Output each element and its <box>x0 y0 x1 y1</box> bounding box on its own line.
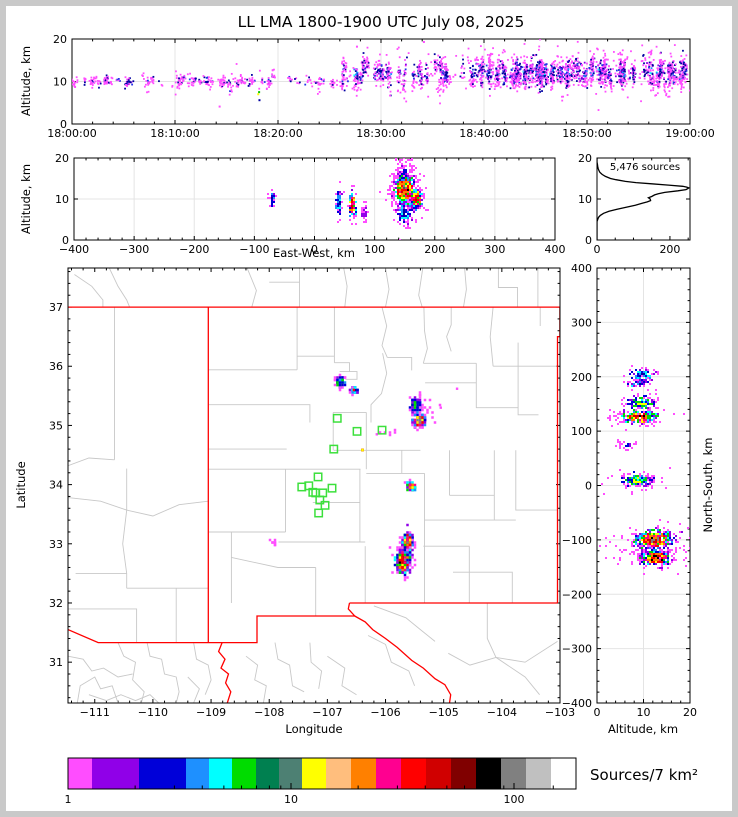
axes: 0 200 0 10 20 <box>578 152 691 256</box>
tick-label: 100 <box>364 243 385 256</box>
tick-label: 34 <box>49 479 63 492</box>
tick-label: −107 <box>312 706 342 719</box>
tick-label: 31 <box>49 656 63 669</box>
map-county-lines <box>68 268 558 703</box>
tick-label: −111 <box>80 706 110 719</box>
colorbar-segments <box>68 758 576 789</box>
tick-label: 400 <box>545 243 566 256</box>
source-count-annotation: 5,476 sources <box>610 162 680 173</box>
tick-label: 0 <box>62 234 69 247</box>
altitude-histogram-panel: 5,476 sources 0 200 0 10 20 <box>578 152 691 256</box>
tick-label: 200 <box>424 243 445 256</box>
tick-label: 18:00:00 <box>47 127 96 140</box>
tick-label: −106 <box>370 706 400 719</box>
ew-height-xlabel: East-West, km <box>273 246 355 260</box>
tick-label: 300 <box>571 316 592 329</box>
tick-label: 32 <box>49 597 63 610</box>
tick-label: 0 <box>585 234 592 247</box>
tick-label: 0 <box>311 243 318 256</box>
tick-label: 0 <box>594 706 601 719</box>
tick-label: −200 <box>179 243 209 256</box>
tick-label: 100 <box>504 793 525 806</box>
tick-label: −200 <box>562 588 592 601</box>
tick-label: 10 <box>284 793 298 806</box>
plan-view-map-panel: Longitude Latitude −111 −110 −109 −108 −107 −… <box>14 267 575 736</box>
tick-label: 0 <box>585 480 592 493</box>
tick-label: 200 <box>659 243 680 256</box>
tick-label: 20 <box>55 152 69 165</box>
ns-height-xlabel: Altitude, km <box>608 722 678 736</box>
tick-label: 1 <box>65 793 72 806</box>
tick-label: 100 <box>571 425 592 438</box>
tick-label: −110 <box>138 706 168 719</box>
map-ylabel: Latitude <box>14 461 28 508</box>
axes: −400 −300 −200 −100 0 100 200 300 400 0 10 20 <box>55 152 566 256</box>
colorbar: Sources/7 km² 1 10 100 <box>65 757 698 806</box>
map-state-borders <box>68 306 560 703</box>
tick-label: 200 <box>571 371 592 384</box>
tick-label: −104 <box>487 706 517 719</box>
tick-label: 0 <box>594 243 601 256</box>
tick-label: 19:00:00 <box>665 127 714 140</box>
tick-label: 400 <box>571 262 592 275</box>
tick-label: −108 <box>254 706 284 719</box>
lma-station-markers <box>297 413 387 518</box>
tick-label: 10 <box>53 76 67 89</box>
map-xlabel: Longitude <box>285 722 342 736</box>
tick-label: 37 <box>49 301 63 314</box>
tick-label: 18:30:00 <box>356 127 405 140</box>
tick-label: 10 <box>55 193 69 206</box>
tick-label: 20 <box>53 33 67 46</box>
tick-label: 10 <box>578 193 592 206</box>
tick-label: −105 <box>429 706 459 719</box>
figure-title: LL LMA 1800-1900 UTC July 08, 2025 <box>238 13 525 31</box>
tick-label: 33 <box>49 538 63 551</box>
tick-label: 300 <box>484 243 505 256</box>
tick-label: 0 <box>60 118 67 131</box>
tick-label: 18:40:00 <box>459 127 508 140</box>
tick-label: 20 <box>578 152 592 165</box>
time-height-ylabel: Altitude, km <box>19 46 33 116</box>
colorbar-ticks: 1 10 100 <box>65 783 554 806</box>
tick-label: −400 <box>562 697 592 710</box>
scatter-points <box>268 373 442 582</box>
scatter-points <box>599 365 690 575</box>
map-extra-points <box>352 387 459 436</box>
tick-label: −100 <box>239 243 269 256</box>
tick-label: −109 <box>196 706 226 719</box>
altitude-histogram-curve <box>597 158 690 240</box>
tick-label: 35 <box>49 419 63 432</box>
tick-label: −400 <box>59 243 89 256</box>
colorbar-label: Sources/7 km² <box>590 766 698 784</box>
ns-height-panel: Altitude, km North-South, km 0 10 20 −400 −3… <box>562 262 715 736</box>
tick-label: −300 <box>562 643 592 656</box>
tick-label: 18:50:00 <box>562 127 611 140</box>
tick-label: 10 <box>637 706 651 719</box>
scatter-points <box>267 158 429 240</box>
ns-height-ylabel: North-South, km <box>701 438 715 533</box>
tick-label: −300 <box>119 243 149 256</box>
tick-label: 18:10:00 <box>150 127 199 140</box>
time-height-panel: Altitude, km 18:00:00 18:10:00 18:20:00 18:… <box>19 33 715 140</box>
ew-height-ylabel: Altitude, km <box>19 164 33 234</box>
ew-height-panel: Altitude, km East-West, km −400 −300 −200−… <box>19 152 566 260</box>
axes: 0 10 20 −400 −300 −200 −100 0 100 200 300 400 <box>562 262 697 719</box>
tick-label: 36 <box>49 360 63 373</box>
time-height-points <box>72 39 690 111</box>
figure-background <box>6 6 732 811</box>
tick-label: 18:20:00 <box>253 127 302 140</box>
tick-label: −103 <box>545 706 575 719</box>
axes: 18:00:00 18:10:00 18:20:00 18:30:00 18:40:00… <box>47 33 714 140</box>
tick-label: 20 <box>683 706 697 719</box>
tick-label: −100 <box>562 534 592 547</box>
